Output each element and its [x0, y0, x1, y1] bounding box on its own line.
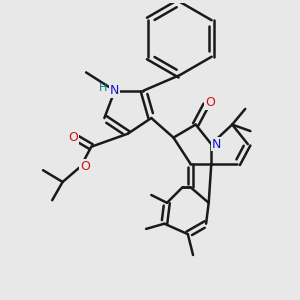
Text: O: O — [205, 96, 215, 109]
Text: N: N — [110, 84, 119, 97]
Text: N: N — [212, 138, 221, 151]
Text: H: H — [99, 83, 107, 93]
Text: O: O — [68, 131, 78, 144]
Text: O: O — [80, 160, 90, 173]
